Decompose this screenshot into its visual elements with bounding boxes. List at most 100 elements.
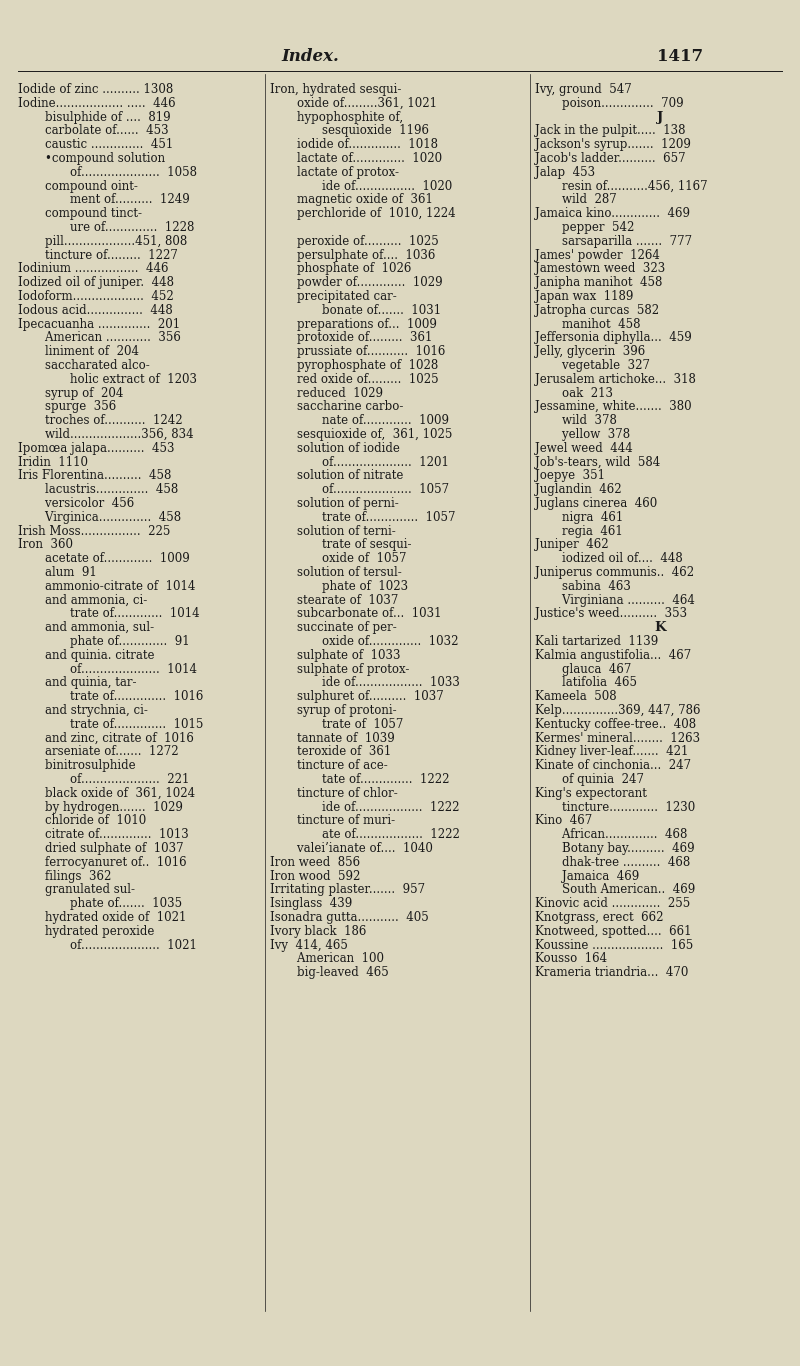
Text: pepper  542: pepper 542 <box>547 221 634 234</box>
Text: bonate of.......  1031: bonate of....... 1031 <box>292 303 441 317</box>
Text: by hydrogen.......  1029: by hydrogen....... 1029 <box>30 800 183 814</box>
Text: arseniate of.......  1272: arseniate of....... 1272 <box>30 746 178 758</box>
Text: filings  362: filings 362 <box>30 870 111 882</box>
Text: trate of.............  1014: trate of............. 1014 <box>40 608 200 620</box>
Text: iodized oil of....  448: iodized oil of.... 448 <box>547 552 682 566</box>
Text: King's expectorant: King's expectorant <box>535 787 647 800</box>
Text: sulphate of protox-: sulphate of protox- <box>282 663 410 676</box>
Text: Iron, hydrated sesqui-: Iron, hydrated sesqui- <box>270 83 402 96</box>
Text: lacustris..............  458: lacustris.............. 458 <box>30 484 178 496</box>
Text: Iris Florentina..........  458: Iris Florentina.......... 458 <box>18 470 171 482</box>
Text: sarsaparilla .......  777: sarsaparilla ....... 777 <box>547 235 692 247</box>
Text: Kousso  164: Kousso 164 <box>535 952 607 966</box>
Text: of.....................  1021: of..................... 1021 <box>40 938 197 952</box>
Text: tincture of muri-: tincture of muri- <box>282 814 395 828</box>
Text: trate of..............  1016: trate of.............. 1016 <box>40 690 203 703</box>
Text: troches of...........  1242: troches of........... 1242 <box>30 414 182 428</box>
Text: pyrophosphate of  1028: pyrophosphate of 1028 <box>282 359 438 372</box>
Text: Kameela  508: Kameela 508 <box>535 690 617 703</box>
Text: trate of sesqui-: trate of sesqui- <box>292 538 411 552</box>
Text: trate of..............  1015: trate of.............. 1015 <box>40 717 203 731</box>
Text: teroxide of  361: teroxide of 361 <box>282 746 391 758</box>
Text: spurge  356: spurge 356 <box>30 400 116 414</box>
Text: nate of.............  1009: nate of............. 1009 <box>292 414 449 428</box>
Text: yellow  378: yellow 378 <box>547 428 630 441</box>
Text: subcarbonate of...  1031: subcarbonate of... 1031 <box>282 608 442 620</box>
Text: of.....................  1014: of..................... 1014 <box>40 663 197 676</box>
Text: solution of terni-: solution of terni- <box>282 525 396 538</box>
Text: versicolor  456: versicolor 456 <box>30 497 134 510</box>
Text: Iron  360: Iron 360 <box>18 538 73 552</box>
Text: perchloride of  1010, 1224: perchloride of 1010, 1224 <box>282 208 456 220</box>
Text: Kino  467: Kino 467 <box>535 814 592 828</box>
Text: Jacob's ladder..........  657: Jacob's ladder.......... 657 <box>535 152 686 165</box>
Text: J: J <box>657 111 663 123</box>
Text: solution of tersul-: solution of tersul- <box>282 566 402 579</box>
Text: liniment of  204: liniment of 204 <box>30 346 139 358</box>
Text: Juglandin  462: Juglandin 462 <box>535 484 622 496</box>
Text: Iridin  1110: Iridin 1110 <box>18 456 88 469</box>
Text: precipitated car-: precipitated car- <box>282 290 397 303</box>
Text: Koussine ...................  165: Koussine ................... 165 <box>535 938 694 952</box>
Text: Virginica..............  458: Virginica.............. 458 <box>30 511 181 523</box>
Text: sesquioxide  1196: sesquioxide 1196 <box>292 124 429 138</box>
Text: wild  378: wild 378 <box>547 414 617 428</box>
Text: chloride of  1010: chloride of 1010 <box>30 814 146 828</box>
Text: lactate of..............  1020: lactate of.............. 1020 <box>282 152 442 165</box>
Text: and strychnia, ci-: and strychnia, ci- <box>30 703 148 717</box>
Text: Juglans cinerea  460: Juglans cinerea 460 <box>535 497 658 510</box>
Text: ate of..................  1222: ate of.................. 1222 <box>292 828 460 841</box>
Text: James' powder  1264: James' powder 1264 <box>535 249 660 262</box>
Text: solution of iodide: solution of iodide <box>282 441 400 455</box>
Text: pill...................451, 808: pill...................451, 808 <box>30 235 187 247</box>
Text: Jamaica kino.............  469: Jamaica kino............. 469 <box>535 208 690 220</box>
Text: Jamestown weed  323: Jamestown weed 323 <box>535 262 666 276</box>
Text: ide of................  1020: ide of................ 1020 <box>292 179 452 193</box>
Text: Kinate of cinchonia...  247: Kinate of cinchonia... 247 <box>535 759 691 772</box>
Text: Kidney liver-leaf.......  421: Kidney liver-leaf....... 421 <box>535 746 688 758</box>
Text: Japan wax  1189: Japan wax 1189 <box>535 290 634 303</box>
Text: Jack in the pulpit.....  138: Jack in the pulpit..... 138 <box>535 124 686 138</box>
Text: Ipecacuanha ..............  201: Ipecacuanha .............. 201 <box>18 318 180 331</box>
Text: trate of  1057: trate of 1057 <box>292 717 403 731</box>
Text: hydrated peroxide: hydrated peroxide <box>30 925 154 938</box>
Text: Krameria triandria...  470: Krameria triandria... 470 <box>535 966 688 979</box>
Text: South American..  469: South American.. 469 <box>547 884 695 896</box>
Text: Jackson's syrup.......  1209: Jackson's syrup....... 1209 <box>535 138 691 152</box>
Text: citrate of..............  1013: citrate of.............. 1013 <box>30 828 189 841</box>
Text: solution of nitrate: solution of nitrate <box>282 470 403 482</box>
Text: Jamaica  469: Jamaica 469 <box>547 870 639 882</box>
Text: •compound solution: •compound solution <box>30 152 165 165</box>
Text: carbolate of......  453: carbolate of...... 453 <box>30 124 169 138</box>
Text: ferrocyanuret of..  1016: ferrocyanuret of.. 1016 <box>30 856 186 869</box>
Text: solution of perni-: solution of perni- <box>282 497 398 510</box>
Text: Justice's weed..........  353: Justice's weed.......... 353 <box>535 608 687 620</box>
Text: manihot  458: manihot 458 <box>547 318 641 331</box>
Text: Kermes' mineral........  1263: Kermes' mineral........ 1263 <box>535 732 700 744</box>
Text: Irish Moss................  225: Irish Moss................ 225 <box>18 525 170 538</box>
Text: tannate of  1039: tannate of 1039 <box>282 732 394 744</box>
Text: red oxide of.........  1025: red oxide of......... 1025 <box>282 373 438 385</box>
Text: and ammonia, ci-: and ammonia, ci- <box>30 594 147 607</box>
Text: Janipha manihot  458: Janipha manihot 458 <box>535 276 662 290</box>
Text: Iodine.................. .....  446: Iodine.................. ..... 446 <box>18 97 176 109</box>
Text: lactate of protox-: lactate of protox- <box>282 165 399 179</box>
Text: tincture of.........  1227: tincture of......... 1227 <box>30 249 178 262</box>
Text: phosphate of  1026: phosphate of 1026 <box>282 262 411 276</box>
Text: caustic ..............  451: caustic .............. 451 <box>30 138 174 152</box>
Text: Iodoform...................  452: Iodoform................... 452 <box>18 290 174 303</box>
Text: protoxide of.........  361: protoxide of......... 361 <box>282 332 432 344</box>
Text: wild...................356, 834: wild...................356, 834 <box>30 428 194 441</box>
Text: tincture.............  1230: tincture............. 1230 <box>547 800 695 814</box>
Text: Isinglass  439: Isinglass 439 <box>270 897 352 910</box>
Text: saccharine carbo-: saccharine carbo- <box>282 400 403 414</box>
Text: dhak-tree ..........  468: dhak-tree .......... 468 <box>547 856 690 869</box>
Text: sabina  463: sabina 463 <box>547 579 631 593</box>
Text: Jalap  453: Jalap 453 <box>535 165 595 179</box>
Text: Irritating plaster.......  957: Irritating plaster....... 957 <box>270 884 425 896</box>
Text: phate of  1023: phate of 1023 <box>292 579 408 593</box>
Text: and ammonia, sul-: and ammonia, sul- <box>30 622 154 634</box>
Text: black oxide of  361, 1024: black oxide of 361, 1024 <box>30 787 195 800</box>
Text: Iodide of zinc .......... 1308: Iodide of zinc .......... 1308 <box>18 83 174 96</box>
Text: Ivy  414, 465: Ivy 414, 465 <box>270 938 348 952</box>
